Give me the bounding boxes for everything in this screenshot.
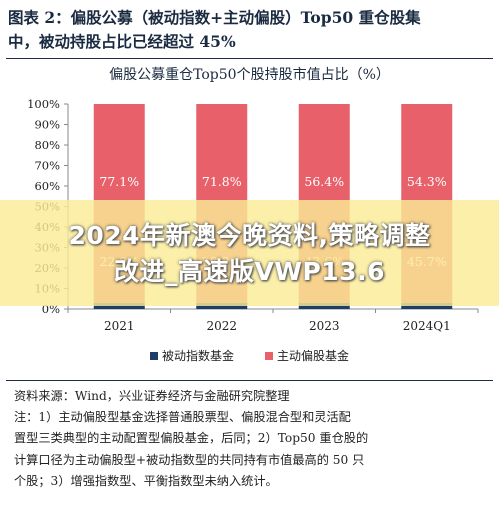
y-tick-label: 80% <box>34 138 60 152</box>
x-tick-label: 2023 <box>309 319 340 333</box>
figure-title-line2: 中，被动持股占比已经超过 45% <box>8 32 236 51</box>
watermark-line2: 改进_高速版VWP13.6 <box>114 257 385 286</box>
note-line: 个股；3）增强指数型、平衡指数型未纳入统计。 <box>14 473 278 488</box>
legend-swatch-passive <box>150 352 158 360</box>
y-tick-label: 100% <box>27 97 60 111</box>
notes-divider <box>6 380 493 381</box>
note-line: 注：1）主动偏股型基金选择普通股票型、偏股混合型和灵活配 <box>14 410 351 425</box>
x-tick-label: 2024Q1 <box>403 319 451 333</box>
figure-title: 图表 2：偏股公募（被动指数+主动偏股）Top50 重仓股集 中，被动持股占比已… <box>8 6 493 54</box>
watermark-overlay <box>0 200 499 306</box>
x-tick-label: 2021 <box>104 319 135 333</box>
data-label-active: 71.8% <box>202 174 242 189</box>
figure-title-line1: 图表 2：偏股公募（被动指数+主动偏股）Top50 重仓股集 <box>8 8 421 27</box>
data-label-active: 77.1% <box>99 174 139 189</box>
data-label-active: 54.3% <box>407 174 447 189</box>
watermark-text: 2024年新澳今晚资料,策略调整 改进_高速版VWP13.6 <box>0 218 499 290</box>
stacked-bar-chart: 0%10%20%30%40%50%60%70%80%90%100%77.1%22… <box>27 97 479 363</box>
source-text: 资料来源：Wind，兴业证券经济与金融研究院整理 <box>14 389 290 403</box>
y-tick-label: 70% <box>34 159 60 173</box>
y-tick-label: 90% <box>34 118 60 132</box>
x-tick-label: 2022 <box>206 319 237 333</box>
legend-swatch-active <box>265 352 273 360</box>
note-line: 计算口径为主动偏股型+被动指数型的共同持有市值最高的 50 只 <box>14 452 365 467</box>
note-line: 置型三类典型的主动配置型偏股基金，后同；2）Top50 重仓股的 <box>14 431 369 446</box>
top-divider <box>6 58 493 59</box>
legend-label-passive: 被动指数基金 <box>162 348 234 363</box>
chart-title: 偏股公募重仓Top50个股持股市值占比（%） <box>109 67 390 83</box>
y-tick-label: 60% <box>34 179 60 193</box>
legend-label-active: 主动偏股基金 <box>277 348 349 363</box>
watermark-line1: 2024年新澳今晚资料,策略调整 <box>68 221 431 250</box>
notes-block: 资料来源：Wind，兴业证券经济与金融研究院整理 注：1）主动偏股型基金选择普通… <box>14 386 488 492</box>
data-label-active: 56.4% <box>304 174 344 189</box>
